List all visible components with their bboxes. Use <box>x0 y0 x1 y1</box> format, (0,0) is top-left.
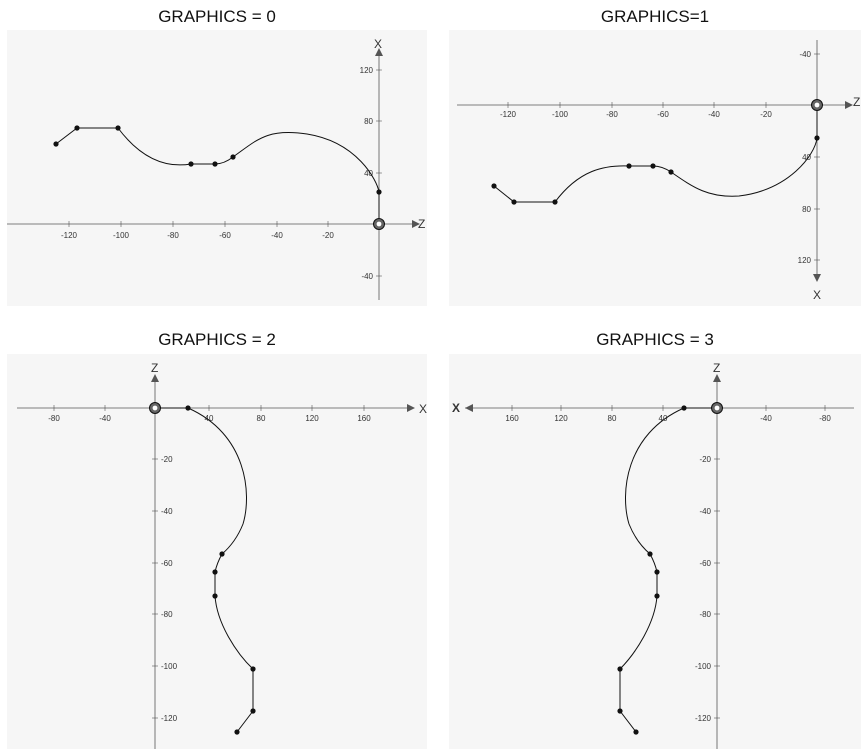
h-tick-label: 80 <box>257 414 266 423</box>
h-tick-label: -60 <box>657 110 669 119</box>
v-tick-label: -100 <box>695 662 712 671</box>
toolpath-plot-graphics-3: X Z 160 120 80 40 -40 -80 -20 -40 -60 -8… <box>449 354 861 749</box>
h-tick-label: 40 <box>205 414 214 423</box>
h-tick-label: -80 <box>819 414 831 423</box>
h-ticks: -80 -40 40 80 120 160 <box>48 405 371 423</box>
toolpath-points <box>617 405 687 735</box>
v-tick-label: -80 <box>699 610 711 619</box>
v-tick-label: -120 <box>161 714 178 723</box>
v-tick-label: 40 <box>802 153 811 162</box>
vertical-axis-label: Z <box>713 361 720 375</box>
h-ticks: -120 -100 -80 -60 -40 -20 <box>61 221 334 240</box>
h-tick-label: -80 <box>167 231 179 240</box>
h-tick-label: -40 <box>708 110 720 119</box>
origin-marker <box>711 402 723 414</box>
h-tick-label: -120 <box>61 231 78 240</box>
h-tick-label: 80 <box>608 414 617 423</box>
v-ticks: -40 40 80 120 <box>798 50 820 265</box>
h-ticks: 160 120 80 40 -40 -80 <box>505 405 831 423</box>
v-tick-label: -20 <box>161 455 173 464</box>
v-tick-label: -80 <box>161 610 173 619</box>
v-tick-label: 120 <box>360 66 374 75</box>
horizontal-axis-label: Z <box>853 95 860 109</box>
panel-title-graphics-3: GRAPHICS = 3 <box>596 330 714 349</box>
toolpath <box>493 105 818 203</box>
h-tick-label: -20 <box>760 110 772 119</box>
v-tick-label: -60 <box>699 559 711 568</box>
v-ticks: -20 -40 -60 -80 -100 -120 <box>152 455 178 723</box>
h-tick-label: -20 <box>322 231 334 240</box>
h-ticks: -120 -100 -80 -60 -40 -20 <box>500 102 772 119</box>
vertical-axis-label: X <box>374 37 382 51</box>
vertical-axis-label: Z <box>151 361 158 375</box>
vertical-axis-arrow <box>151 374 159 382</box>
horizontal-axis-arrow <box>407 404 415 412</box>
h-tick-label: 160 <box>505 414 519 423</box>
v-tick-label: -40 <box>699 507 711 516</box>
toolpath-points <box>491 135 820 205</box>
vertical-axis-label: X <box>813 288 821 302</box>
v-tick-label: -40 <box>799 50 811 59</box>
vertical-axis-arrow <box>813 274 821 282</box>
v-tick-label: -40 <box>161 507 173 516</box>
h-tick-label: -40 <box>99 414 111 423</box>
toolpath-plot-graphics-0: Z X -120 -100 -80 -60 -40 -20 120 80 40 … <box>7 30 427 306</box>
origin-marker <box>811 99 823 111</box>
panel-title-graphics-1: GRAPHICS=1 <box>600 7 710 26</box>
v-tick-label: -120 <box>695 714 712 723</box>
v-tick-label: -60 <box>161 559 173 568</box>
horizontal-axis-arrow <box>845 101 853 109</box>
horizontal-axis-arrow <box>412 220 420 228</box>
v-tick-label: 120 <box>798 256 812 265</box>
v-tick-label: -20 <box>699 455 711 464</box>
vertical-axis-arrow <box>375 48 383 56</box>
toolpath-points <box>185 405 256 735</box>
vertical-axis-arrow <box>713 374 721 382</box>
h-tick-label: 160 <box>357 414 371 423</box>
h-tick-label: -80 <box>606 110 618 119</box>
h-tick-label: -100 <box>552 110 569 119</box>
v-tick-label: 80 <box>364 117 373 126</box>
h-tick-label: 40 <box>659 414 668 423</box>
v-tick-label: -100 <box>161 662 178 671</box>
v-tick-label: -40 <box>361 272 373 281</box>
toolpath-plot-graphics-2: X Z -80 -40 40 80 120 160 -20 -40 -60 -8… <box>7 354 427 749</box>
h-tick-label: -120 <box>500 110 517 119</box>
origin-marker <box>373 218 385 230</box>
horizontal-axis-label: Z <box>418 217 425 231</box>
v-ticks: 120 80 40 -40 <box>360 66 382 281</box>
v-tick-label: 40 <box>364 169 373 178</box>
h-tick-label: -40 <box>271 231 283 240</box>
v-tick-label: 80 <box>802 205 811 214</box>
toolpath <box>55 127 380 224</box>
origin-marker <box>149 402 161 414</box>
horizontal-axis-label: X <box>452 401 460 415</box>
v-ticks: -20 -40 -60 -80 -100 -120 <box>695 455 720 723</box>
h-tick-label: -60 <box>219 231 231 240</box>
h-tick-label: 120 <box>554 414 568 423</box>
h-tick-label: -80 <box>48 414 60 423</box>
panel-title-graphics-0: GRAPHICS = 0 <box>158 7 276 26</box>
h-tick-label: -100 <box>113 231 130 240</box>
toolpath-plot-graphics-1: Z X -120 -100 -80 -60 -40 -20 -40 40 80 … <box>449 30 861 306</box>
horizontal-axis-label: X <box>419 402 427 416</box>
toolpath-points <box>53 125 382 195</box>
h-tick-label: -40 <box>760 414 772 423</box>
horizontal-axis-arrow <box>465 404 473 412</box>
h-tick-label: 120 <box>305 414 319 423</box>
panel-title-graphics-2: GRAPHICS = 2 <box>158 330 276 349</box>
